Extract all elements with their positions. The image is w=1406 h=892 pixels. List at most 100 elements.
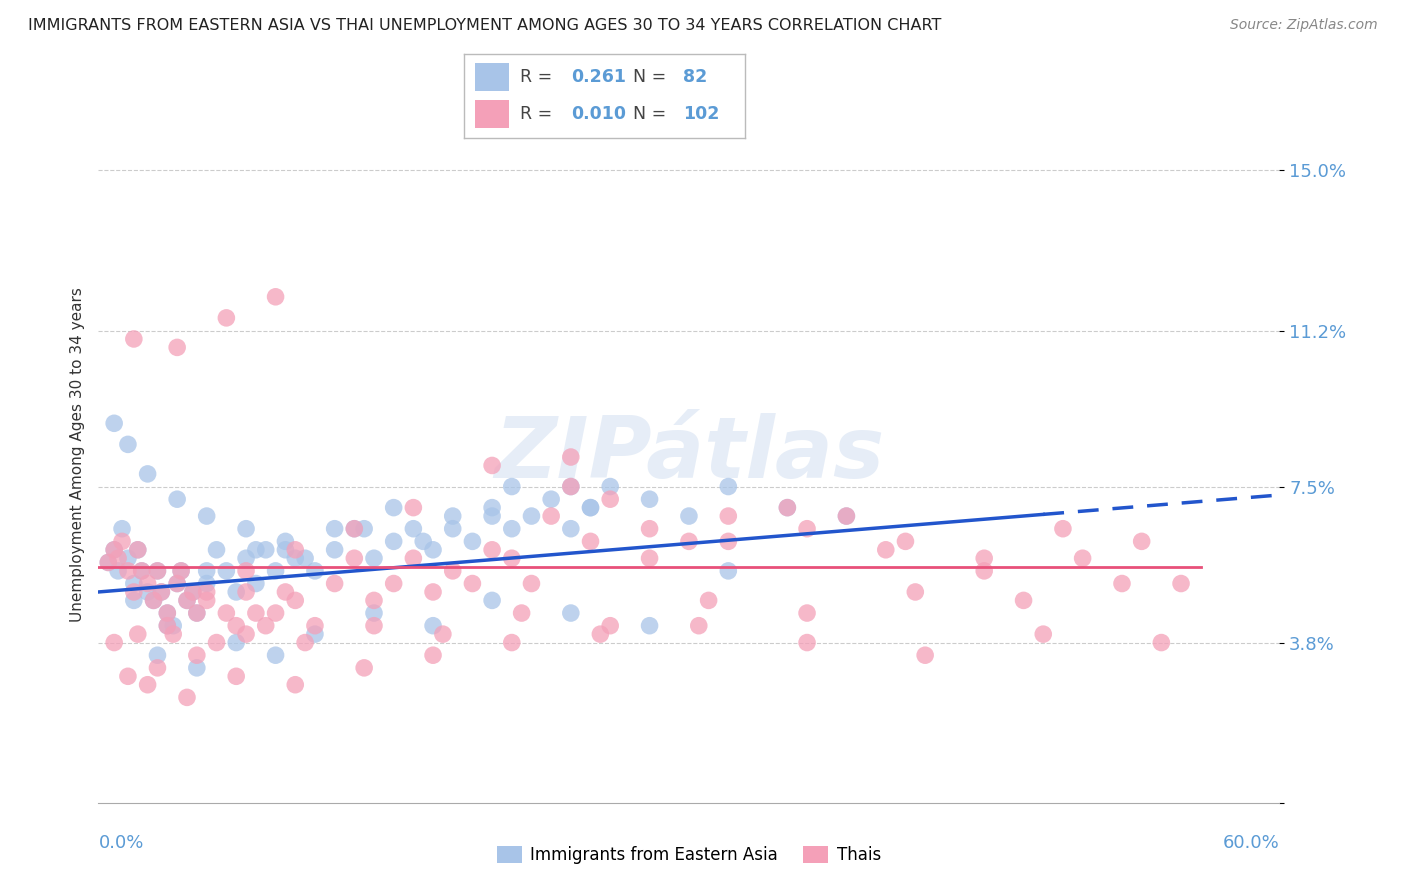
Point (215, 606, 238, 620)
Point (131, 564, 153, 578)
Point (245, 576, 267, 591)
Point (225, 585, 247, 599)
Point (142, 593, 165, 607)
Point (402, 522, 425, 536)
Point (136, 467, 159, 481)
Point (235, 627, 257, 641)
Point (97, 556, 120, 570)
Point (323, 542, 346, 557)
Point (235, 564, 257, 578)
Point (186, 648, 208, 663)
Point (166, 576, 188, 591)
Point (363, 551, 385, 566)
Point (560, 479, 582, 493)
Point (638, 618, 661, 632)
Text: 0.0%: 0.0% (98, 834, 143, 852)
Point (117, 437, 139, 451)
Text: N =: N = (633, 105, 672, 123)
Point (122, 332, 145, 346)
Point (166, 340, 188, 354)
Point (225, 618, 247, 632)
Point (117, 551, 139, 566)
Point (274, 585, 297, 599)
Text: 0.261: 0.261 (571, 68, 626, 86)
Point (304, 618, 326, 632)
Point (579, 534, 602, 549)
Point (422, 618, 444, 632)
Point (481, 458, 503, 473)
Point (1032, 627, 1054, 641)
Point (254, 618, 277, 632)
Point (599, 492, 621, 507)
Point (156, 618, 179, 632)
Point (103, 635, 125, 649)
Text: N =: N = (633, 68, 672, 86)
Point (103, 542, 125, 557)
Point (382, 576, 405, 591)
Point (353, 522, 375, 536)
Point (284, 593, 307, 607)
Point (284, 678, 307, 692)
Point (264, 564, 287, 578)
Point (146, 648, 169, 663)
Point (195, 564, 218, 578)
Point (343, 551, 366, 566)
Point (170, 564, 193, 578)
Point (481, 542, 503, 557)
Point (638, 492, 661, 507)
Point (181, 585, 204, 599)
Point (122, 576, 145, 591)
Point (835, 509, 858, 524)
Point (343, 522, 366, 536)
Point (284, 551, 307, 566)
Point (1012, 593, 1035, 607)
Point (1052, 522, 1074, 536)
Text: R =: R = (520, 68, 558, 86)
Point (264, 606, 287, 620)
Point (150, 585, 173, 599)
Point (422, 542, 444, 557)
Point (127, 542, 149, 557)
Point (122, 593, 145, 607)
Point (402, 551, 425, 566)
Point (422, 585, 444, 599)
Point (225, 669, 247, 683)
Point (122, 585, 145, 599)
Point (560, 450, 582, 464)
Point (973, 564, 995, 578)
Point (176, 593, 198, 607)
Bar (475, 62, 509, 91)
Point (1130, 534, 1153, 549)
Point (697, 593, 720, 607)
Point (520, 576, 543, 591)
Point (245, 606, 267, 620)
Point (254, 542, 277, 557)
Point (973, 551, 995, 566)
Point (560, 606, 582, 620)
Point (225, 635, 247, 649)
Point (166, 492, 188, 507)
Point (136, 678, 159, 692)
Point (235, 585, 257, 599)
Point (875, 542, 897, 557)
Point (131, 564, 153, 578)
Point (520, 509, 543, 524)
Point (195, 593, 218, 607)
Point (796, 522, 818, 536)
Point (510, 606, 533, 620)
Point (481, 500, 503, 515)
Point (264, 648, 287, 663)
Point (323, 576, 346, 591)
Point (146, 564, 169, 578)
Point (776, 500, 799, 515)
Point (186, 606, 208, 620)
Text: R =: R = (520, 105, 558, 123)
Point (599, 479, 621, 493)
Point (142, 593, 165, 607)
Point (835, 509, 858, 524)
Point (127, 627, 149, 641)
Point (894, 534, 917, 549)
Point (501, 522, 523, 536)
Point (441, 564, 464, 578)
Point (904, 585, 927, 599)
